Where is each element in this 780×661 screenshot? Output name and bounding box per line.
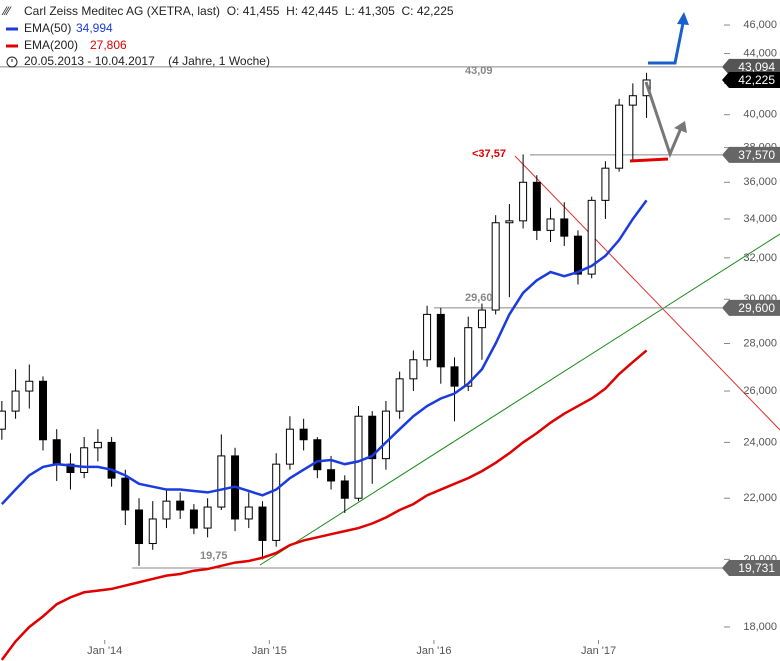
annotation: <37,57 [472, 148, 506, 160]
plot-area [0, 66, 722, 661]
trend-line-green [259, 233, 780, 566]
price-box-label: 37,570 [738, 148, 775, 162]
candle-body [80, 447, 89, 474]
y-tick-label: 18,000 [743, 621, 777, 633]
candle-body [203, 506, 212, 529]
arrow-head-blue [677, 12, 689, 25]
price-box [722, 146, 780, 163]
annotation: 43,09 [465, 65, 493, 77]
candle-body [244, 506, 253, 520]
price-box [722, 560, 780, 577]
candle-body [587, 199, 596, 275]
candle-body [532, 181, 541, 231]
candle-body [560, 218, 569, 237]
candle-body [25, 380, 34, 392]
price-box-label: 19,731 [738, 561, 775, 575]
clock-icon [6, 56, 18, 68]
candle-body [505, 220, 514, 224]
candle-body [93, 441, 102, 449]
annotation: 19,75 [200, 550, 228, 562]
y-tick-label: 28,000 [743, 337, 777, 349]
candle-body [11, 390, 20, 412]
x-tick-label: Jan '16 [416, 645, 451, 657]
arrow-head-grey [674, 121, 687, 133]
candle-body [436, 313, 445, 368]
candle-body [66, 463, 75, 474]
y-tick-label: 24,000 [743, 436, 777, 448]
candle-body [395, 378, 404, 412]
chart-title: Carl Zeiss Meditec AG (XETRA, last) O: 4… [24, 4, 454, 18]
candle-body [615, 104, 624, 169]
candle-body [39, 380, 48, 441]
candle-body [121, 477, 130, 511]
y-tick-label: 26,000 [743, 385, 777, 397]
arrow-blue [648, 17, 686, 65]
candle-body [176, 500, 185, 511]
candle-body [313, 439, 322, 471]
annotation: 29,60 [465, 292, 493, 304]
candle-body [354, 415, 363, 499]
ema-line [0, 199, 648, 505]
candle-body [381, 410, 390, 460]
header-icon: ⁄⁄⁄ [1, 4, 12, 18]
candle-body [327, 469, 336, 482]
candle-body [107, 441, 116, 479]
candle-body [148, 518, 157, 545]
price-box [722, 299, 780, 316]
candle-body [135, 509, 144, 545]
price-box-label: 42,225 [738, 73, 775, 87]
x-tick-label: Jan '14 [87, 645, 122, 657]
y-tick-label: 34,000 [743, 213, 777, 225]
price-box [722, 71, 780, 88]
arrow-grey [644, 81, 683, 159]
candle-body [0, 410, 6, 430]
candle-body [285, 428, 294, 465]
y-tick-label: 32,000 [743, 252, 777, 264]
y-tick-label: 36,000 [743, 176, 777, 188]
candle-body [340, 480, 349, 499]
candle-body [519, 181, 528, 222]
y-tick-label: 22,000 [743, 492, 777, 504]
chart-subtitle: 20.05.2013 - 10.04.2017 (4 Jahre, 1 Woch… [24, 54, 270, 68]
candle-body [368, 415, 377, 460]
ema-line [0, 349, 648, 661]
y-tick-label: 40,000 [743, 109, 777, 121]
legend-label: EMA(200) [24, 38, 78, 52]
legend-label: EMA(50) [24, 21, 71, 35]
candle-body [477, 309, 486, 329]
price-box-label: 43,094 [738, 60, 775, 74]
candle-body [628, 95, 637, 106]
candle-body [450, 366, 459, 387]
legend-value: 34,994 [76, 21, 113, 35]
candle-body [546, 218, 555, 231]
marker-red [629, 157, 669, 163]
candle-body [52, 439, 61, 465]
y-tick-label: 46,000 [743, 19, 777, 31]
y-tick-label: 44,000 [743, 47, 777, 59]
legend-value: 27,806 [90, 38, 127, 52]
trend-line-red [514, 155, 780, 431]
candle-body [423, 313, 432, 361]
x-tick-label: Jan '15 [252, 645, 287, 657]
candle-body [409, 359, 418, 380]
candle-body [272, 463, 281, 541]
candle-body [573, 235, 582, 275]
candle-body [217, 455, 226, 508]
candle-body [491, 222, 500, 311]
candle-body [299, 428, 308, 441]
candle-body [464, 327, 473, 387]
candle-body [189, 509, 198, 529]
candle-body [601, 167, 610, 201]
price-box [722, 58, 780, 75]
x-tick-label: Jan '17 [581, 645, 616, 657]
price-box-label: 29,600 [738, 301, 775, 315]
candle-body [162, 500, 171, 520]
candle-body [258, 506, 267, 541]
